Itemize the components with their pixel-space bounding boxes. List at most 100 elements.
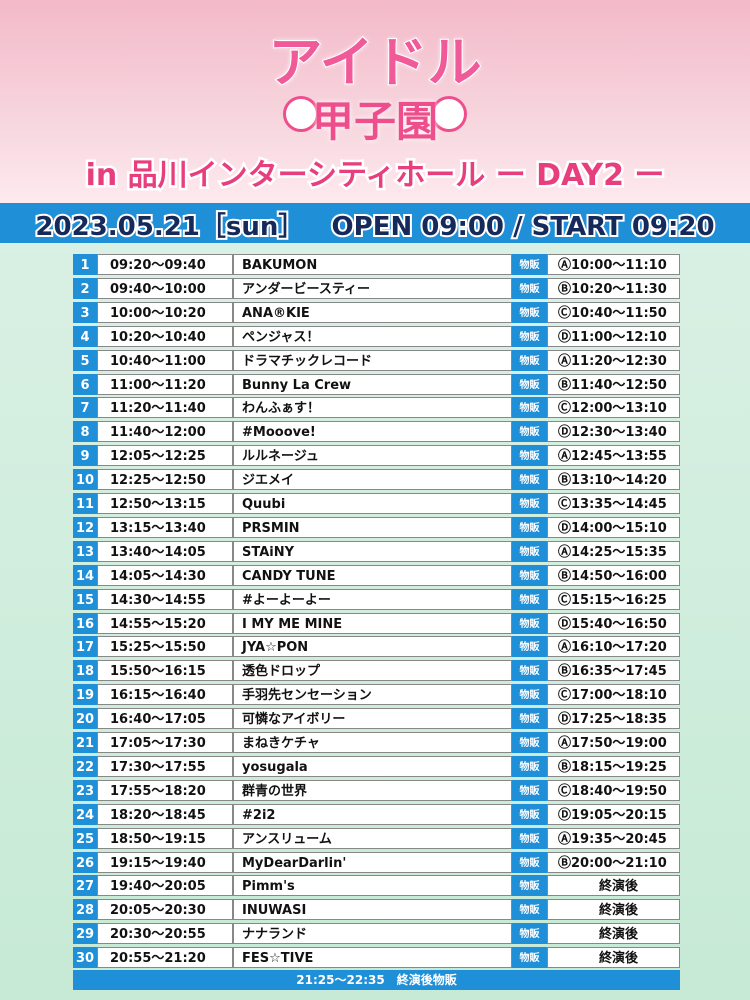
artist: アンダービースティー — [233, 277, 512, 299]
merch-label: 物販 — [512, 254, 547, 275]
row-number: 7 — [73, 397, 97, 419]
merch-label: 物販 — [512, 755, 547, 777]
row-number: 5 — [73, 349, 97, 371]
row-number: 6 — [73, 373, 97, 395]
merch-label: 物販 — [512, 540, 547, 562]
merch-label: 物販 — [512, 325, 547, 347]
merch-time: Ⓐ10:00〜11:10 — [547, 254, 680, 275]
row-number: 14 — [73, 564, 97, 586]
merch-time: Ⓒ12:00〜13:10 — [547, 397, 680, 419]
artist: ペンジャス！ — [233, 325, 512, 347]
artist: 透色ドロップ — [233, 660, 512, 682]
artist: まねきケチャ — [233, 732, 512, 753]
slot-time: 17:30〜17:55 — [97, 755, 233, 777]
artist: ドラマチックレコード — [233, 349, 512, 371]
slot-time: 19:40〜20:05 — [97, 875, 233, 897]
merch-label: 物販 — [512, 516, 547, 538]
merch-time: Ⓑ11:40〜12:50 — [547, 373, 680, 395]
artist: Bunny La Crew — [233, 373, 512, 395]
date-line: 2023.05.21［sun］ OPEN 09:00 / START 09:20 — [0, 206, 750, 244]
merch-time: 終演後 — [547, 923, 680, 945]
row-number: 12 — [73, 516, 97, 538]
row-number: 2 — [73, 277, 97, 299]
merch-time: Ⓐ17:50〜19:00 — [547, 732, 680, 753]
artist: BAKUMON — [233, 254, 512, 275]
row-number: 29 — [73, 923, 97, 945]
slot-time: 15:25〜15:50 — [97, 636, 233, 658]
merch-time: 終演後 — [547, 875, 680, 897]
merch-label: 物販 — [512, 899, 547, 921]
artist: INUWASI — [233, 899, 512, 921]
merch-time: Ⓓ12:30〜13:40 — [547, 421, 680, 443]
row-number: 4 — [73, 325, 97, 347]
merch-time: Ⓓ15:40〜16:50 — [547, 612, 680, 634]
merch-time: Ⓐ19:35〜20:45 — [547, 827, 680, 849]
row-number: 11 — [73, 493, 97, 514]
ball-icon — [283, 96, 319, 132]
merch-time: Ⓒ10:40〜11:50 — [547, 301, 680, 323]
merch-time: Ⓑ20:00〜21:10 — [547, 851, 680, 873]
slot-time: 11:40〜12:00 — [97, 421, 233, 443]
row-number: 21 — [73, 732, 97, 753]
row-number: 23 — [73, 779, 97, 801]
merch-label: 物販 — [512, 397, 547, 419]
merch-time: Ⓓ17:25〜18:35 — [547, 708, 680, 730]
row-number: 16 — [73, 612, 97, 634]
row-number: 20 — [73, 708, 97, 730]
merch-time: Ⓒ17:00〜18:10 — [547, 684, 680, 706]
artist: ルルネージュ — [233, 445, 512, 467]
artist: MyDearDarlin' — [233, 851, 512, 873]
artist: #2i2 — [233, 803, 512, 825]
slot-time: 12:50〜13:15 — [97, 493, 233, 514]
row-number: 15 — [73, 588, 97, 610]
merch-time: Ⓐ12:45〜13:55 — [547, 445, 680, 467]
artist: JYA☆PON — [233, 636, 512, 658]
slot-time: 20:55〜21:20 — [97, 947, 233, 969]
slot-time: 20:30〜20:55 — [97, 923, 233, 945]
artist: PRSMIN — [233, 516, 512, 538]
slot-time: 12:05〜12:25 — [97, 445, 233, 467]
date-band — [0, 203, 750, 243]
merch-time: Ⓑ13:10〜14:20 — [547, 469, 680, 491]
row-number: 1 — [73, 254, 97, 275]
artist: 群青の世界 — [233, 779, 512, 801]
date: 2023.05.21［sun］ — [33, 210, 306, 244]
artist: アンスリューム — [233, 827, 512, 849]
row-number: 27 — [73, 875, 97, 897]
row-number: 26 — [73, 851, 97, 873]
slot-time: 17:05〜17:30 — [97, 732, 233, 753]
merch-label: 物販 — [512, 708, 547, 730]
merch-time: Ⓐ14:25〜15:35 — [547, 540, 680, 562]
slot-time: 16:40〜17:05 — [97, 708, 233, 730]
logo-bottom: 甲子園 — [311, 97, 438, 146]
merch-label: 物販 — [512, 660, 547, 682]
merch-time: Ⓓ11:00〜12:10 — [547, 325, 680, 347]
merch-label: 物販 — [512, 445, 547, 467]
merch-time: 終演後 — [547, 899, 680, 921]
slot-time: 20:05〜20:30 — [97, 899, 233, 921]
merch-label: 物販 — [512, 421, 547, 443]
row-number: 22 — [73, 755, 97, 777]
artist: わんふぁす！ — [233, 397, 512, 419]
merch-label: 物販 — [512, 349, 547, 371]
artist: Pimm's — [233, 875, 512, 897]
artist: STAiNY — [233, 540, 512, 562]
merch-time: Ⓑ16:35〜17:45 — [547, 660, 680, 682]
merch-label: 物販 — [512, 636, 547, 658]
row-number: 10 — [73, 469, 97, 491]
slot-time: 10:40〜11:00 — [97, 349, 233, 371]
merch-time: 終演後 — [547, 947, 680, 969]
merch-time: Ⓓ19:05〜20:15 — [547, 803, 680, 825]
merch-label: 物販 — [512, 827, 547, 849]
slot-time: 10:00〜10:20 — [97, 301, 233, 323]
merch-time: Ⓒ18:40〜19:50 — [547, 779, 680, 801]
merch-time: Ⓑ14:50〜16:00 — [547, 564, 680, 586]
merch-label: 物販 — [512, 493, 547, 514]
slot-time: 09:40〜10:00 — [97, 277, 233, 299]
merch-label: 物販 — [512, 851, 547, 873]
slot-time: 18:50〜19:15 — [97, 827, 233, 849]
logo-top: アイドル — [267, 30, 482, 95]
row-number: 25 — [73, 827, 97, 849]
artist: FES☆TIVE — [233, 947, 512, 969]
